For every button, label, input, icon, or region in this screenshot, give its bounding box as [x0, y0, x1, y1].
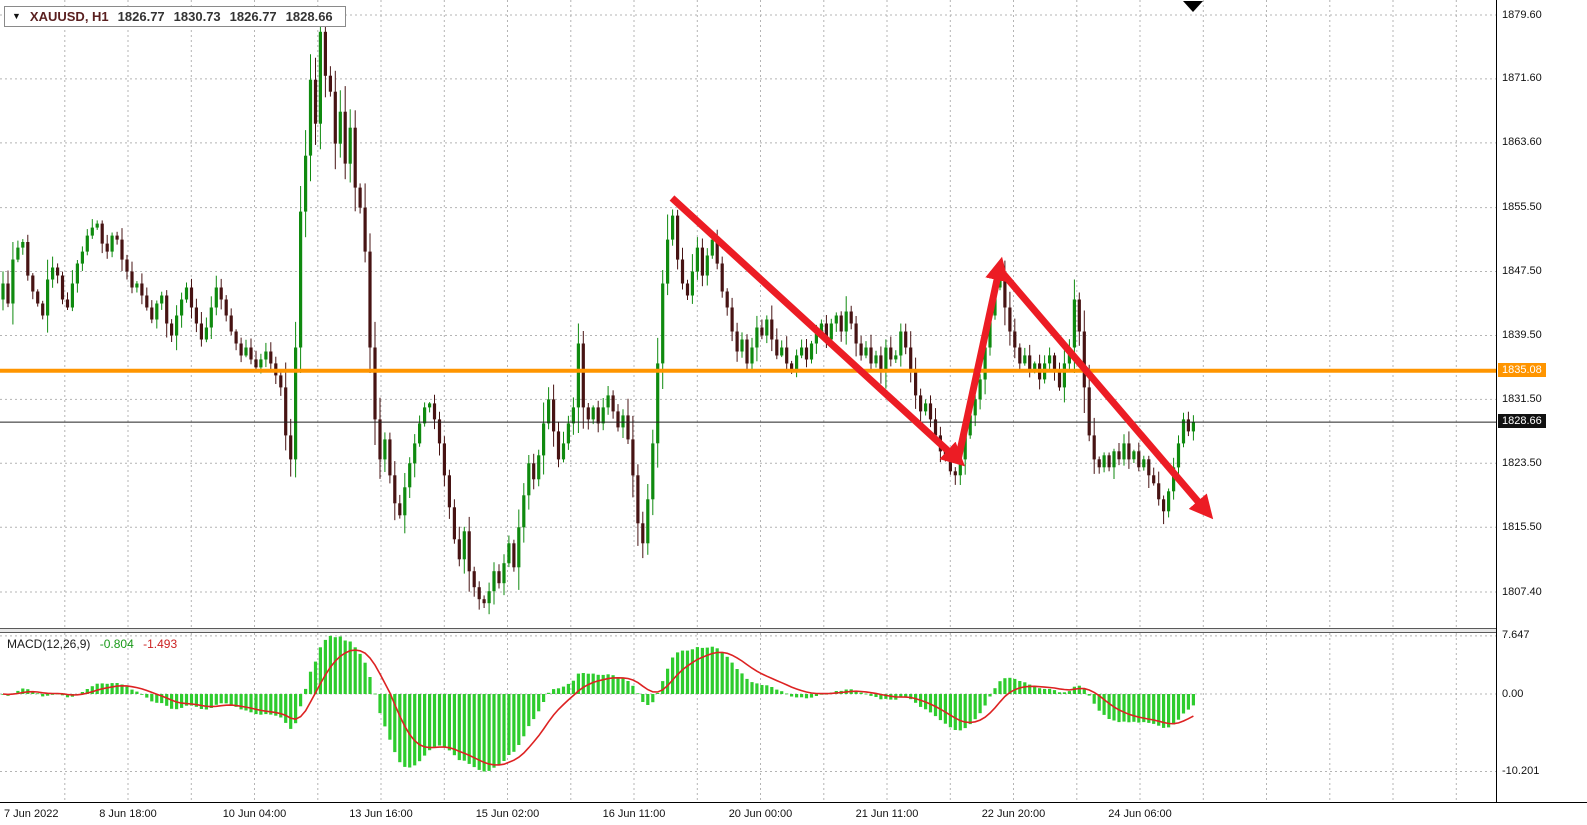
ohlc-open: 1826.77: [117, 9, 165, 24]
macd-indicator-label: MACD(12,26,9) -0.804 -1.493: [7, 637, 177, 651]
macd-title: MACD(12,26,9): [7, 637, 91, 651]
macd-grid: [0, 633, 1496, 802]
price-tick-label: 1831.50: [1502, 392, 1542, 405]
time-axis-label: 24 Jun 06:00: [1108, 808, 1172, 820]
time-axis[interactable]: 7 Jun 2022 8 Jun 18:00 10 Jun 04:00 13 Jun …: [0, 802, 1587, 825]
time-axis-label: 8 Jun 18:00: [99, 808, 157, 820]
price-tick-label: 1863.60: [1502, 136, 1542, 149]
macd-panel[interactable]: [0, 633, 1496, 802]
price-tick-label: 1823.50: [1502, 456, 1542, 469]
time-axis-label: 21 Jun 11:00: [855, 808, 919, 820]
grid: [0, 0, 1496, 628]
price-chart-area[interactable]: [0, 0, 1496, 628]
ohlc-close: 1828.66: [285, 9, 333, 24]
price-tick-label: 1847.50: [1502, 265, 1542, 277]
time-axis-label: 20 Jun 00:00: [728, 808, 793, 820]
time-axis-label: 7 Jun 2022: [4, 808, 59, 820]
price-tick-label: 1839.50: [1502, 329, 1542, 341]
macd-value-signal: -1.493: [143, 637, 178, 651]
trend-arrows[interactable]: [669, 195, 1214, 520]
macd-tick-label: 0.00: [1502, 687, 1524, 700]
time-axis-label: 10 Jun 04:00: [222, 808, 287, 820]
price-axis[interactable]: 1879.60 1871.60 1863.60 1855.50 1847.50 1839.…: [1496, 0, 1587, 802]
symbol-timeframe-label: XAUUSD, H1: [29, 9, 109, 24]
time-axis-label: 22 Jun 20:00: [981, 808, 1046, 820]
time-axis-label: 15 Jun 02:00: [475, 808, 540, 820]
macd-histogram: [1, 635, 1195, 772]
macd-signal-line: [2, 649, 1194, 766]
macd-value-main: -0.804: [99, 637, 134, 651]
panel-splitter[interactable]: [0, 628, 1496, 633]
symbol-dropdown-icon[interactable]: ▼: [12, 11, 21, 21]
price-tick-label: 1855.50: [1502, 201, 1542, 214]
macd-svg[interactable]: [0, 633, 1496, 802]
macd-tick-label: -10.201: [1502, 765, 1540, 777]
macd-tick-label: 7.647: [1502, 629, 1530, 642]
candlesticks: [1, 16, 1195, 615]
price-tick-label: 1871.60: [1502, 72, 1542, 85]
time-axis-label: 13 Jun 16:00: [349, 808, 413, 820]
horizontal-line-price-tag: 1835.08: [1498, 362, 1546, 377]
price-tick-label: 1879.60: [1502, 8, 1542, 21]
ohlc-high: 1830.73: [173, 9, 221, 24]
chart-shift-marker[interactable]: [1183, 1, 1203, 12]
time-axis-label: 16 Jun 11:00: [602, 808, 666, 820]
price-tick-label: 1807.40: [1502, 585, 1542, 598]
current-price-tag: 1828.66: [1498, 414, 1546, 429]
ohlc-low: 1826.77: [229, 9, 277, 24]
price-tick-label: 1815.50: [1502, 520, 1542, 533]
chart-header: ▼ XAUUSD, H1 1826.77 1830.73 1826.77 182…: [4, 6, 346, 27]
price-chart-svg[interactable]: [0, 0, 1496, 628]
